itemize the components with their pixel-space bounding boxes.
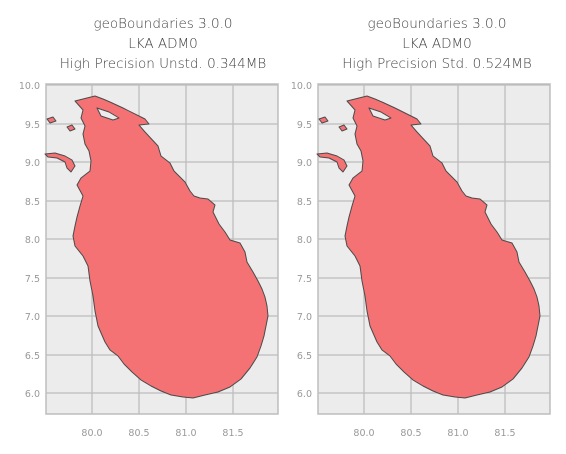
country-shape xyxy=(44,95,269,399)
y-tick-label: 7.0 xyxy=(25,312,40,323)
x-tick-labels: 80.0 80.5 81.0 81.5 xyxy=(81,428,243,439)
y-tick-label: 8.5 xyxy=(25,197,40,208)
y-tick-label: 8.5 xyxy=(297,197,312,208)
panel-title-line-3: High Precision Unstd. 0.344MB xyxy=(60,56,266,72)
y-tick-labels: 10.0 9.5 9.0 8.5 8.0 7.5 7.0 6.5 6.0 xyxy=(291,81,312,400)
lagoon xyxy=(368,107,392,121)
panel-title-line-1: geoBoundaries 3.0.0 xyxy=(367,16,506,32)
y-tick-label: 7.5 xyxy=(297,274,312,285)
y-tick-label: 8.0 xyxy=(297,235,312,246)
map-panel-left: geoBoundaries 3.0.0 LKA ADM0 High Precis… xyxy=(19,16,279,439)
panel-title-line-2: LKA ADM0 xyxy=(128,36,198,52)
x-tick-label: 80.5 xyxy=(400,428,421,439)
panel-title-line-2: LKA ADM0 xyxy=(402,36,472,52)
map-panel-right: geoBoundaries 3.0.0 LKA ADM0 High Precis… xyxy=(291,16,551,439)
y-tick-label: 6.5 xyxy=(297,351,312,362)
y-tick-label: 9.0 xyxy=(297,158,312,169)
x-tick-label: 81.0 xyxy=(175,428,196,439)
x-tick-label: 81.0 xyxy=(447,428,468,439)
x-tick-labels: 80.0 80.5 81.0 81.5 xyxy=(353,428,515,439)
lagoon xyxy=(96,107,120,121)
y-tick-labels: 10.0 9.5 9.0 8.5 8.0 7.5 7.0 6.5 6.0 xyxy=(19,81,40,400)
x-tick-label: 80.5 xyxy=(128,428,149,439)
y-tick-label: 6.0 xyxy=(297,389,312,400)
y-tick-label: 7.5 xyxy=(25,274,40,285)
y-tick-label: 6.0 xyxy=(25,389,40,400)
y-tick-label: 10.0 xyxy=(19,81,40,92)
y-tick-label: 9.5 xyxy=(297,120,312,131)
y-tick-label: 6.5 xyxy=(25,351,40,362)
panel-title-line-3: High Precision Std. 0.524MB xyxy=(342,56,532,72)
x-tick-label: 80.0 xyxy=(81,428,102,439)
y-tick-label: 9.5 xyxy=(25,120,40,131)
y-tick-label: 8.0 xyxy=(25,235,40,246)
y-tick-label: 9.0 xyxy=(25,158,40,169)
y-tick-label: 7.0 xyxy=(297,312,312,323)
x-tick-label: 81.5 xyxy=(222,428,243,439)
y-tick-label: 10.0 xyxy=(291,81,312,92)
x-tick-label: 80.0 xyxy=(353,428,374,439)
x-tick-label: 81.5 xyxy=(494,428,515,439)
country-shape xyxy=(316,95,541,399)
panel-title-line-1: geoBoundaries 3.0.0 xyxy=(93,16,232,32)
